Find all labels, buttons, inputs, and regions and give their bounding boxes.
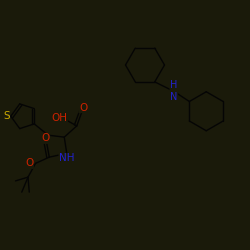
Text: S: S — [3, 111, 10, 121]
Text: O: O — [25, 158, 34, 168]
Text: O: O — [79, 103, 87, 113]
Text: OH: OH — [51, 113, 67, 123]
Text: O: O — [42, 134, 50, 143]
Text: H
N: H N — [170, 80, 177, 102]
Text: NH: NH — [59, 154, 74, 164]
